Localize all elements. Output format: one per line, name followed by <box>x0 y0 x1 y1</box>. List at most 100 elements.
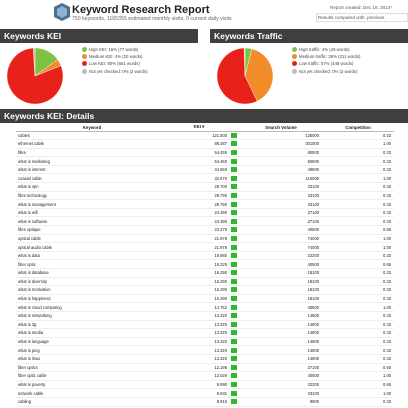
kei-bar-cell <box>230 148 240 158</box>
search-volume-cell: 18100 <box>240 285 322 295</box>
kei-cell: 14.752 <box>168 302 230 312</box>
kei-bar <box>231 321 237 327</box>
table-row: what is management 29.790 33100 0.33 <box>16 199 394 209</box>
kei-cell: 16.290 <box>168 277 230 287</box>
traffic-section-header: Keywords Traffic <box>210 29 408 43</box>
search-volume-cell: 14800 <box>240 328 322 338</box>
competition-cell: 0.33 <box>322 320 394 330</box>
competition-cell: 0.33 <box>322 251 394 261</box>
kei-bar-cell <box>230 371 240 381</box>
kei-bar <box>231 287 237 293</box>
keyword-details-table: Keyword KEI ▾ Search Volume Competition … <box>16 124 394 407</box>
kei-cell: 24.390 <box>168 208 230 218</box>
report-subtitle: 750 keywords, 1165355 estimated monthly … <box>72 16 232 22</box>
competition-cell: 1.00 <box>322 242 394 252</box>
competition-cell: 0.33 <box>322 354 394 364</box>
table-row: what is diversity 16.290 18100 0.33 <box>16 277 394 287</box>
traffic-pie-chart <box>216 47 274 105</box>
keyword-cell: what is internet <box>16 165 168 175</box>
kei-cell: 121.500 <box>168 131 230 141</box>
column-header-kei-bar <box>230 124 240 132</box>
table-row: what is marketing 54.450 60500 0.33 <box>16 156 394 166</box>
search-volume-cell: 14800 <box>240 320 322 330</box>
legend-swatch <box>82 47 87 52</box>
kei-bar <box>231 364 237 370</box>
kei-cell: 21.978 <box>168 234 230 244</box>
legend-label: Not yet checked: 0% (2 words) <box>299 68 358 74</box>
competition-cell: 0.66 <box>322 225 394 235</box>
kei-bar <box>231 278 237 284</box>
competition-cell: 0.33 <box>322 277 394 287</box>
kei-bar <box>231 261 237 267</box>
kei-cell: 13.320 <box>168 345 230 355</box>
table-header-row: Keyword KEI ▾ Search Volume Competition <box>16 124 394 132</box>
search-volume-cell: 18100 <box>240 268 322 278</box>
kei-cell: 13.320 <box>168 337 230 347</box>
kei-bar <box>231 313 237 319</box>
search-volume-cell: 18100 <box>240 294 322 304</box>
column-header-search-volume[interactable]: Search Volume <box>240 124 322 132</box>
kei-legend: High KEI: 15% (77 words) Medium KEI: 4% … <box>82 47 198 76</box>
keyword-cell: cables <box>16 131 168 141</box>
competition-cell: 0.66 <box>322 259 394 269</box>
legend-swatch <box>292 47 297 52</box>
search-volume-cell: 14800 <box>240 311 322 321</box>
table-row: network cable 9.831 33100 1.00 <box>16 388 394 398</box>
legend-label: Low traffic: 57% (448 words) <box>299 61 354 67</box>
competition-cell: 1.00 <box>322 388 394 398</box>
keyword-cell: what is marketing <box>16 156 168 166</box>
kei-bar <box>231 158 237 164</box>
table-row: what is language 13.320 14800 0.33 <box>16 337 394 347</box>
keyword-cell: fiber optic <box>16 259 168 269</box>
keyword-cell: coaxial cable <box>16 173 168 184</box>
legend-label: Not yet checked: 0% (2 words) <box>89 68 148 74</box>
traffic-pie-panel: High traffic: 4% (29 words) Medium traff… <box>210 45 408 107</box>
kei-bar-cell <box>230 397 240 407</box>
kei-cell: 29.700 <box>168 182 230 192</box>
kei-cell: 16.290 <box>168 294 230 304</box>
kei-bar <box>231 201 237 207</box>
keyword-cell: what is software <box>16 216 168 227</box>
kei-pie-panel: High KEI: 15% (77 words) Medium KEI: 4% … <box>0 45 198 107</box>
table-row: what is wifi 24.390 27100 0.33 <box>16 208 394 218</box>
search-volume-cell: 74000 <box>240 242 322 252</box>
keyword-cell: optical audio cable <box>16 242 168 252</box>
competition-cell: 0.33 <box>322 131 394 141</box>
search-volume-cell: 301000 <box>240 139 322 149</box>
legend-swatch <box>82 54 87 60</box>
search-volume-cell: 27100 <box>240 216 322 227</box>
kei-cell: 23.275 <box>168 225 230 235</box>
kei-cell: 24.390 <box>168 216 230 227</box>
keyword-cell: what is poverty <box>16 380 168 390</box>
kei-bar-cell <box>230 277 240 287</box>
kei-bar <box>231 210 237 216</box>
search-volume-cell: 14800 <box>240 354 322 364</box>
legend-item: High KEI: 15% (77 words) <box>82 47 198 52</box>
competition-cell: 0.33 <box>322 182 394 192</box>
legend-label: Medium traffic: 39% (311 words) <box>299 54 361 60</box>
competition-cell: 0.33 <box>322 294 394 304</box>
search-volume-cell: 14800 <box>240 345 322 355</box>
table-row: fiber optic 18.225 40500 0.66 <box>16 259 394 269</box>
legend-item: Medium KEI: 4% (20 words) <box>82 54 198 60</box>
table-row: what is happiness 16.290 18100 0.33 <box>16 294 394 304</box>
column-header-kei[interactable]: KEI ▾ <box>168 124 230 132</box>
search-volume-cell: 40500 <box>240 371 322 381</box>
kei-bar-cell <box>230 345 240 355</box>
keyword-cell: what is media <box>16 328 168 338</box>
competition-cell: 0.33 <box>322 311 394 321</box>
table-row: what is media 13.320 14800 0.33 <box>16 328 394 338</box>
table-row: what is database 16.290 18100 0.33 <box>16 268 394 278</box>
search-volume-cell: 27100 <box>240 208 322 218</box>
pie-slice-not-yet-checked <box>243 47 246 77</box>
keyword-cell: what is motivation <box>16 285 168 295</box>
search-volume-cell: 22200 <box>240 380 322 390</box>
kei-cell: 54.450 <box>168 156 230 166</box>
legend-swatch <box>292 54 297 60</box>
legend-item: Not yet checked: 0% (2 words) <box>292 68 408 74</box>
column-header-competition[interactable]: Competition <box>322 124 394 132</box>
kei-bar <box>231 373 237 379</box>
keyword-cell: network cable <box>16 388 168 398</box>
column-header-keyword[interactable]: Keyword <box>16 124 168 132</box>
keyword-cell: fibre <box>16 148 168 158</box>
